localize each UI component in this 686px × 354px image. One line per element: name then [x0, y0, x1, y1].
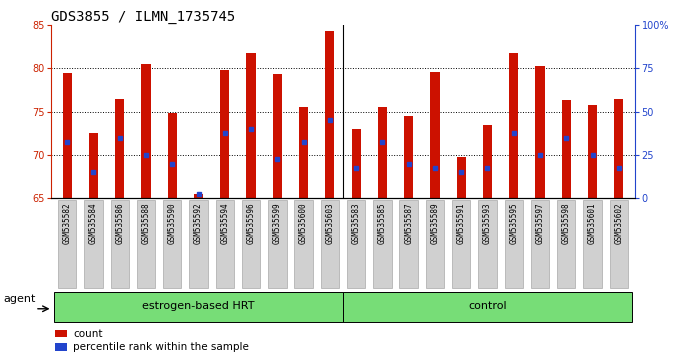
Text: GSM535582: GSM535582 [62, 202, 72, 244]
Bar [62, 73, 72, 198]
Bar [141, 64, 151, 198]
Bar [562, 100, 571, 198]
FancyBboxPatch shape [531, 200, 549, 289]
Text: GSM535590: GSM535590 [168, 202, 177, 244]
Bar [430, 73, 440, 198]
Text: GSM535597: GSM535597 [536, 202, 545, 244]
Text: GSM535589: GSM535589 [430, 202, 440, 244]
Text: GDS3855 / ILMN_1735745: GDS3855 / ILMN_1735745 [51, 10, 236, 24]
Bar [115, 98, 124, 198]
FancyBboxPatch shape [452, 200, 471, 289]
Text: GSM535596: GSM535596 [246, 202, 256, 244]
FancyBboxPatch shape [294, 200, 313, 289]
Bar [351, 129, 361, 198]
FancyBboxPatch shape [163, 200, 182, 289]
FancyBboxPatch shape [610, 200, 628, 289]
FancyBboxPatch shape [110, 200, 129, 289]
Text: control: control [468, 301, 507, 312]
Text: GSM535584: GSM535584 [89, 202, 98, 244]
FancyBboxPatch shape [320, 200, 339, 289]
Text: GSM535587: GSM535587 [404, 202, 413, 244]
Bar [509, 52, 519, 198]
Text: GSM535595: GSM535595 [509, 202, 518, 244]
FancyBboxPatch shape [215, 200, 234, 289]
Bar [325, 31, 335, 198]
FancyBboxPatch shape [84, 200, 103, 289]
Bar [89, 133, 98, 198]
Text: GSM535593: GSM535593 [483, 202, 492, 244]
Text: GSM535594: GSM535594 [220, 202, 229, 244]
FancyBboxPatch shape [347, 200, 366, 289]
FancyBboxPatch shape [583, 200, 602, 289]
Bar [194, 194, 203, 198]
FancyBboxPatch shape [54, 292, 343, 322]
Bar [220, 70, 229, 198]
FancyBboxPatch shape [478, 200, 497, 289]
Text: GSM535588: GSM535588 [141, 202, 150, 244]
Text: percentile rank within the sample: percentile rank within the sample [73, 342, 249, 352]
Bar [588, 104, 597, 198]
Bar [535, 67, 545, 198]
FancyBboxPatch shape [242, 200, 260, 289]
Text: count: count [73, 329, 103, 338]
Text: GSM535586: GSM535586 [115, 202, 124, 244]
Text: GSM535599: GSM535599 [273, 202, 282, 244]
Bar [404, 116, 413, 198]
Text: GSM535592: GSM535592 [194, 202, 203, 244]
FancyBboxPatch shape [504, 200, 523, 289]
Text: agent: agent [3, 294, 35, 304]
FancyBboxPatch shape [426, 200, 444, 289]
Bar [55, 330, 67, 337]
Text: estrogen-based HRT: estrogen-based HRT [142, 301, 255, 312]
FancyBboxPatch shape [399, 200, 418, 289]
Text: GSM535585: GSM535585 [378, 202, 387, 244]
Bar [246, 53, 256, 198]
Text: GSM535583: GSM535583 [352, 202, 361, 244]
Text: GSM535601: GSM535601 [588, 202, 597, 244]
Text: GSM535598: GSM535598 [562, 202, 571, 244]
Bar [55, 343, 67, 351]
Bar [273, 74, 282, 198]
FancyBboxPatch shape [189, 200, 208, 289]
FancyBboxPatch shape [58, 200, 76, 289]
FancyBboxPatch shape [268, 200, 287, 289]
FancyBboxPatch shape [557, 200, 576, 289]
Text: GSM535603: GSM535603 [325, 202, 334, 244]
Text: GSM535591: GSM535591 [457, 202, 466, 244]
Bar [299, 107, 308, 198]
FancyBboxPatch shape [137, 200, 155, 289]
Bar [378, 107, 387, 198]
Bar [614, 98, 624, 198]
FancyBboxPatch shape [343, 292, 632, 322]
Bar [457, 156, 466, 198]
Text: GSM535600: GSM535600 [299, 202, 308, 244]
FancyBboxPatch shape [373, 200, 392, 289]
Bar [167, 113, 177, 198]
Text: GSM535602: GSM535602 [614, 202, 624, 244]
Bar [483, 125, 492, 198]
